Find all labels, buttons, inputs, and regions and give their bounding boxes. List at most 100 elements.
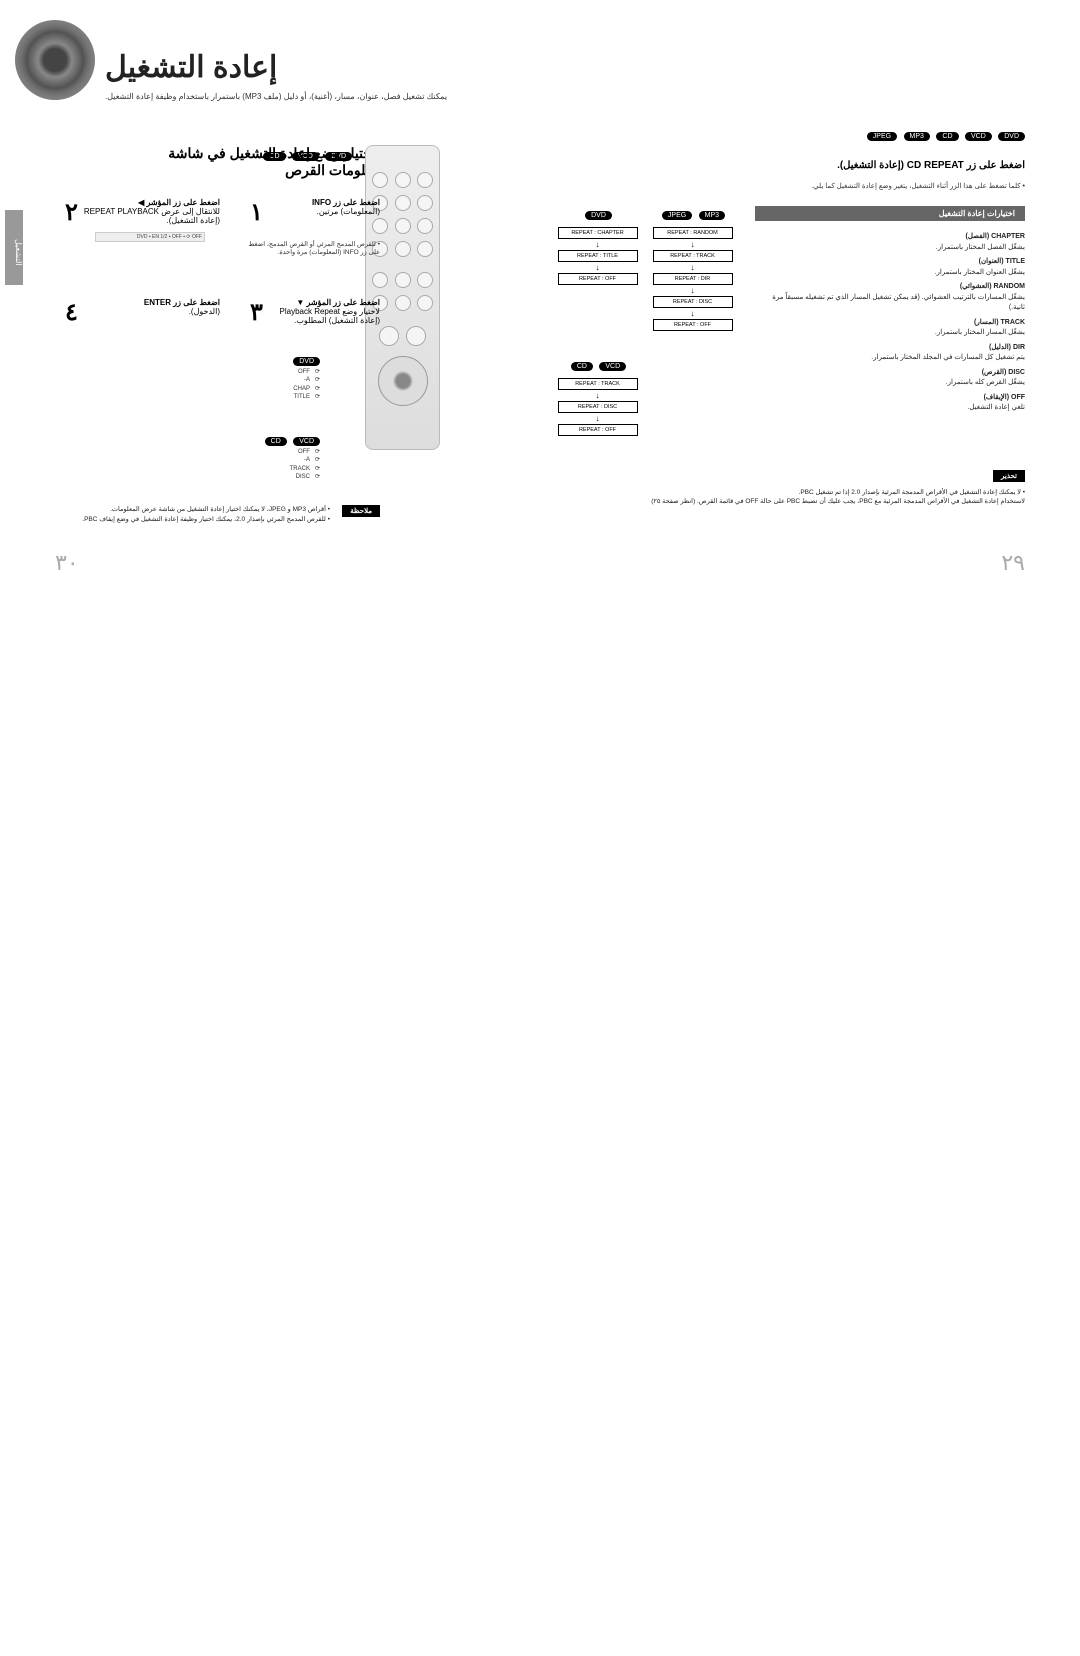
arrow-down-icon: ↓ [555,263,640,272]
remote-btn [379,326,399,346]
remote-btn [417,195,433,211]
repeat-icon [313,386,320,392]
warning-text: • لا يمكنك إعادة التشغيل في الأقراص المد… [595,488,1025,506]
dvd-repeat-flow: DVD REPEAT : CHAPTER ↓ REPEAT : TITLE ↓ … [555,204,640,285]
speaker-icon [15,20,95,100]
flow-box: REPEAT : OFF [653,319,733,331]
repeat-icon [313,457,320,463]
arrow-down-icon: ↓ [650,286,735,295]
osd-item: A- [304,457,310,463]
title-line: معلومات القرص [100,162,380,179]
step-rest: (الدخول). [60,307,220,316]
opt-off-desc: تلغي إعادة التشغيل. [755,403,1025,414]
warning-label: تحذير [993,470,1025,482]
step-3: ٣ اضغط على زر المؤشر ▼ لاختيار وضع Playb… [245,298,380,327]
flow-box: REPEAT : CHAPTER [558,227,638,239]
step-bold: اضغط على زر INFO [245,198,380,207]
step-bold: اضغط على زر المؤشر ◀ [60,198,220,207]
disc-badges-section1: DVD VCD CD MP3 JPEG [865,125,1025,143]
flow-box: REPEAT : OFF [558,273,638,285]
badge-jpeg: JPEG [662,211,692,220]
opt-off-title: OFF (الإيقاف) [755,393,1025,404]
osd-item: TRACK [290,466,310,472]
opt-title-title: TITLE (العنوان) [755,257,1025,268]
step-number: ٤ [65,298,78,327]
opt-dir-desc: يتم تشغيل كل المسارات في المجلد المختار … [755,353,1025,364]
badge-dvd: DVD [585,211,612,220]
arrow-down-icon: ↓ [650,263,735,272]
remote-dpad [378,356,428,406]
repeat-icon [313,377,320,383]
repeat-icon [313,474,320,480]
opt-title-desc: يشغّل العنوان المختار باستمرار. [755,268,1025,279]
step-2: ٢ اضغط على زر المؤشر ◀ للانتقال إلى عرض … [60,198,220,227]
remote-btn [417,172,433,188]
badge-vcd: VCD [599,362,626,371]
osd-item: CHAP [293,386,310,392]
flow-box: REPEAT : DISC [653,296,733,308]
osd-dvd-list: OFF A- CHAP TITLE [290,368,320,402]
badge-mp3: MP3 [699,211,725,220]
step1-note: • للقرص المدمج المرئي أو القرص المدمج، ا… [245,240,380,256]
remote-btn [395,295,411,311]
badge-vcd: VCD [293,437,320,446]
osd-item: TITLE [294,394,310,400]
warning-line: • لا يمكنك إعادة التشغيل في الأقراص المد… [595,488,1025,497]
repeat-icon [313,466,320,472]
page-number: ٣٠ [55,550,79,576]
remote-btn [395,218,411,234]
arrow-down-icon: ↓ [650,309,735,318]
opt-chapter-desc: يشغّل الفصل المختار باستمرار. [755,243,1025,254]
flow-box: REPEAT : RANDOM [653,227,733,239]
osd-item: A- [304,377,310,383]
step-1: ١ اضغط على زر INFO (المعلومات) مرتين. [245,198,380,227]
flow-box: REPEAT : TRACK [653,250,733,262]
badge-cd: CD [571,362,593,371]
remote-btn [417,295,433,311]
remote-btn [372,172,388,188]
flow-box: REPEAT : DIR [653,273,733,285]
repeat-options-header: اختيارات إعادة التشغيل [755,206,1025,221]
step-number: ٣ [250,298,263,327]
opt-track-desc: يشغّل المسار المختار باستمرار. [755,328,1025,339]
badge-mp3: MP3 [904,132,930,141]
step-rest: لاختيار وضع Playback Repeat (إعادة التشغ… [245,307,380,325]
badge-jpeg: JPEG [867,132,897,141]
page-number: ٢٩ [1001,550,1025,576]
repeat-icon [313,394,320,400]
step-number: ١ [250,198,263,227]
remote-btn [417,218,433,234]
opt-chapter-title: CHAPTER (الفصل) [755,232,1025,243]
remote-btn [417,241,433,257]
osd-item: OFF [298,369,310,375]
opt-track-title: TRACK (المسار) [755,318,1025,329]
note-text: • أقراص MP3 و JPEG، لا يمكنك اختيار إعاد… [60,505,330,525]
remote-btn [395,195,411,211]
cdvcd-repeat-flow: VCD CD REPEAT : TRACK ↓ REPEAT : DISC ↓ … [555,355,640,436]
step-bold: اضغط على زر ENTER [60,298,220,307]
title-line: لاختيار وضع إعادة التشغيل في شاشة [100,145,380,162]
remote-btn [395,241,411,257]
repeat-options-list: CHAPTER (الفصل) يشغّل الفصل المختار باست… [755,228,1025,417]
osd-dvd-badge: DVD [291,350,320,368]
osd-strip: DVD ▪ EN 1/2 ▪ OFF ▪ ⟳ OFF [95,232,205,242]
arrow-down-icon: ↓ [555,391,640,400]
remote-btn [417,272,433,288]
section-heading-info: لاختيار وضع إعادة التشغيل في شاشة معلوما… [100,145,380,179]
step-rest: (المعلومات) مرتين. [245,207,380,216]
flow-box: REPEAT : TITLE [558,250,638,262]
note-line: • أقراص MP3 و JPEG، لا يمكنك اختيار إعاد… [60,505,330,515]
mp3-repeat-flow: MP3 JPEG REPEAT : RANDOM ↓ REPEAT : TRAC… [650,204,735,331]
osd-cdvcd-badges: VCD CD [263,430,320,448]
remote-btn [395,172,411,188]
step-4: ٤ اضغط على زر ENTER (الدخول). [60,298,220,327]
remote-btn [395,272,411,288]
badge-cd: CD [936,132,958,141]
warning-line: لاستخدام إعادة التشغيل في الأقراص المدمج… [595,497,1025,506]
arrow-down-icon: ↓ [555,414,640,423]
arrow-down-icon: ↓ [555,240,640,249]
flow-box: REPEAT : DISC [558,401,638,413]
side-tab-playback: التشغيل [5,210,23,285]
step-bold: اضغط على زر المؤشر ▼ [245,298,380,307]
repeat-icon [313,369,320,375]
